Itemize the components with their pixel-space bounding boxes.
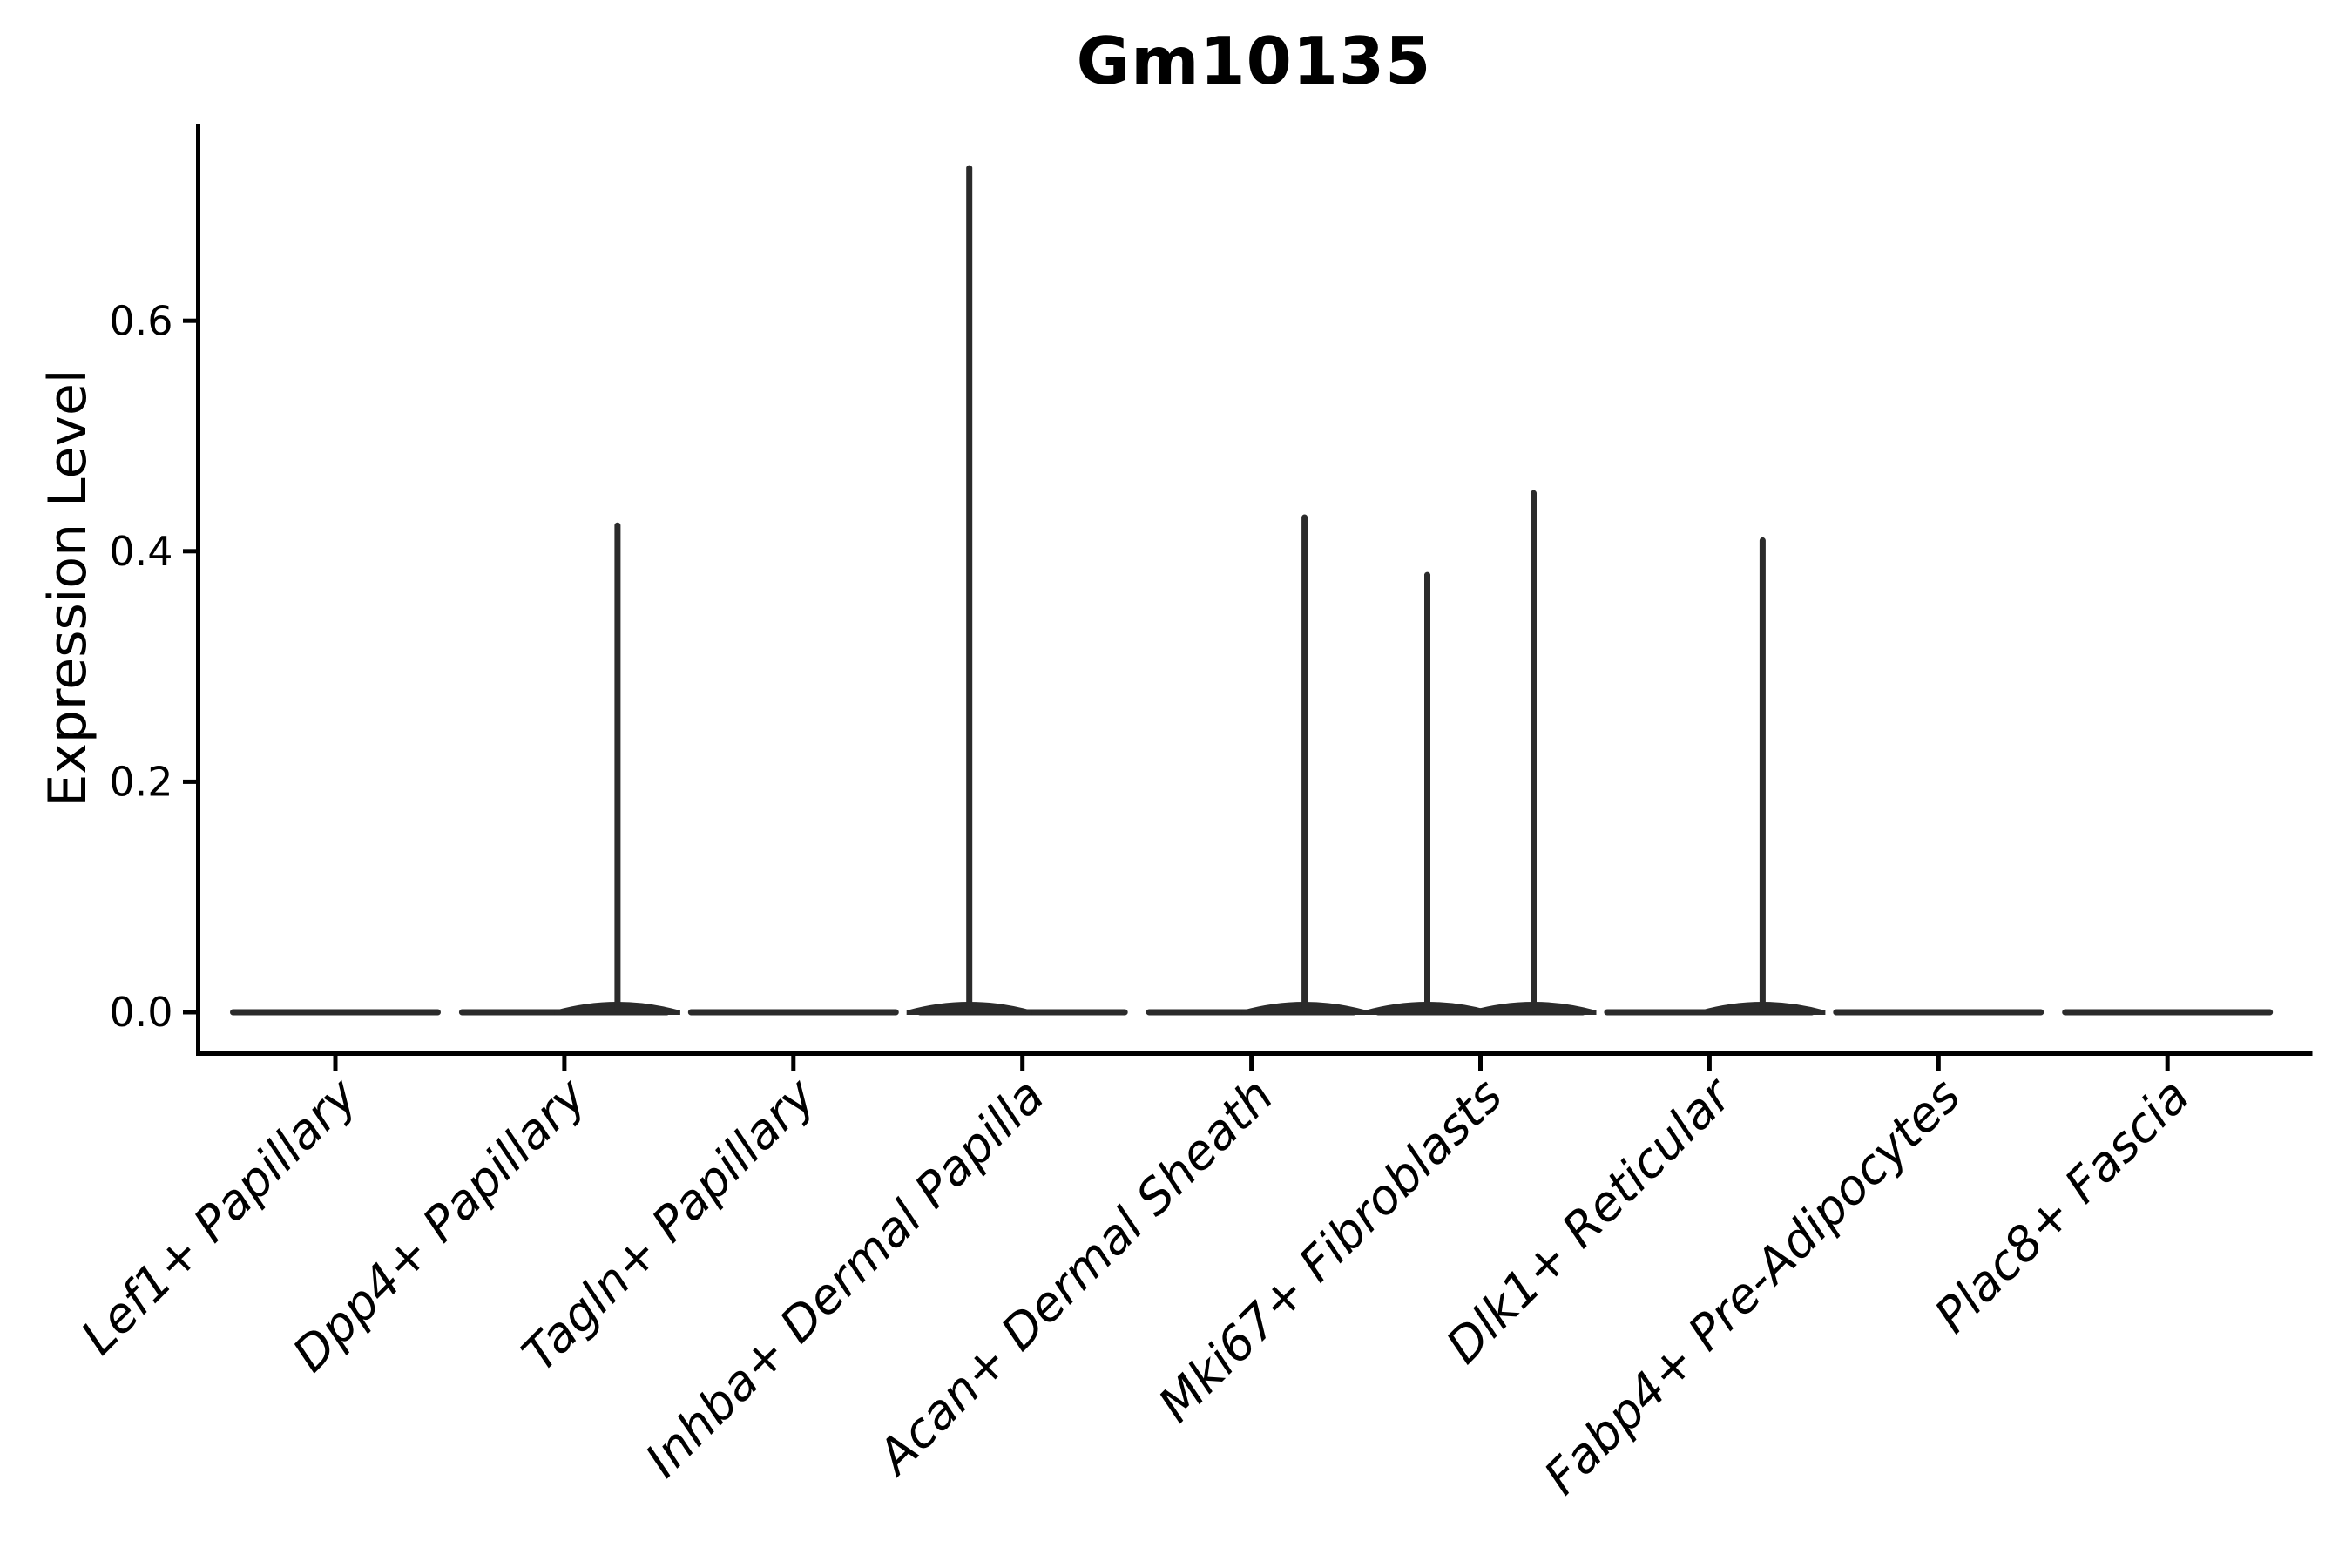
x-tick-mark <box>1249 1056 1254 1071</box>
x-axis-spine <box>196 1051 2313 1056</box>
x-tick-mark <box>791 1056 796 1071</box>
violin-body <box>687 1009 899 1016</box>
violin-body <box>1833 1009 2044 1016</box>
violin-spike <box>1424 571 1430 1012</box>
y-tick-mark <box>183 318 196 323</box>
y-tick-mark <box>183 549 196 554</box>
y-tick-label: 0.2 <box>109 759 172 806</box>
violin-spike <box>1759 537 1766 1012</box>
x-category-label: Inhba+ Dermal Papilla <box>634 1067 1054 1487</box>
y-tick-label: 0.4 <box>109 528 172 575</box>
x-category-label: Acan+ Dermal Sheath <box>865 1067 1284 1486</box>
violin-spike <box>1531 490 1537 1012</box>
chart-title: Gm10135 <box>1076 23 1432 99</box>
y-tick-mark <box>183 779 196 784</box>
x-tick-mark <box>1020 1056 1025 1071</box>
y-tick-mark <box>183 1010 196 1015</box>
violin-body <box>2062 1009 2274 1016</box>
violin-spike <box>1301 514 1308 1012</box>
x-tick-mark <box>2165 1056 2170 1071</box>
x-tick-mark <box>1936 1056 1941 1071</box>
y-tick-label: 0.0 <box>109 989 172 1036</box>
x-tick-mark <box>1478 1056 1483 1071</box>
x-tick-mark <box>333 1056 338 1071</box>
x-tick-mark <box>1707 1056 1712 1071</box>
violin-body <box>230 1009 441 1016</box>
y-tick-label: 0.6 <box>109 297 172 344</box>
x-category-label: Fabp4+ Pre-Adipocytes <box>1533 1067 1970 1504</box>
violin-spike <box>614 522 621 1012</box>
violin-spike <box>966 165 973 1013</box>
y-axis-spine <box>196 124 200 1056</box>
x-tick-mark <box>562 1056 567 1071</box>
